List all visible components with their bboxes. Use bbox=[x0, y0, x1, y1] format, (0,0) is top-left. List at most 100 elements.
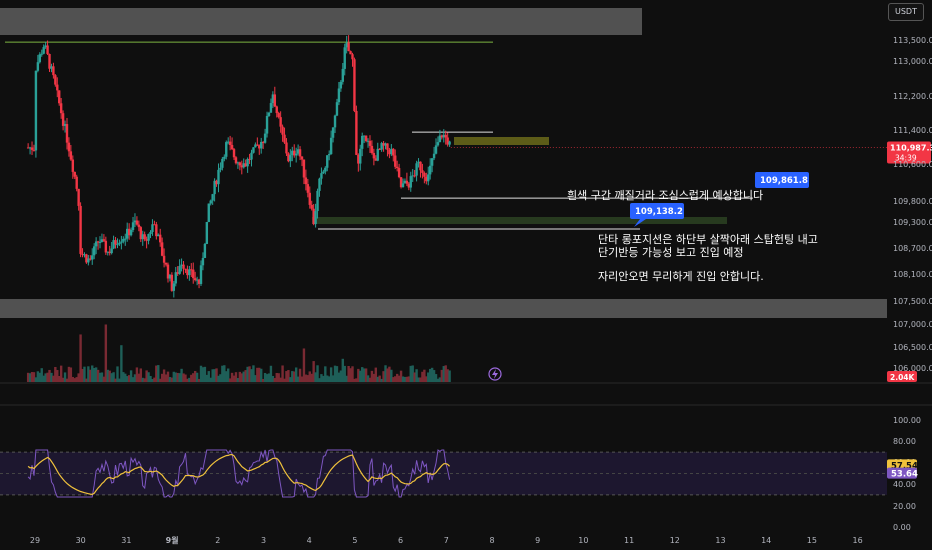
zone-target-zone[interactable] bbox=[454, 137, 549, 145]
price-tag[interactable] bbox=[630, 203, 684, 219]
rsi-tick-label: 40.00 bbox=[893, 480, 916, 489]
volume-bar bbox=[353, 378, 356, 382]
candle-body bbox=[137, 224, 141, 228]
volume-bar bbox=[46, 372, 49, 382]
volume-bar bbox=[228, 378, 232, 382]
volume-bar bbox=[143, 378, 146, 382]
candle-body bbox=[306, 184, 310, 193]
rsi-value-label: 53.64 bbox=[891, 470, 918, 480]
volume-bar bbox=[322, 375, 325, 382]
candle-body bbox=[79, 205, 82, 254]
candle-body bbox=[232, 149, 236, 158]
volume-bar bbox=[160, 373, 164, 382]
candle-body bbox=[302, 159, 306, 178]
date-tick-label: 11 bbox=[624, 536, 634, 545]
candle-body bbox=[388, 149, 391, 155]
volume-bar bbox=[178, 373, 181, 382]
volume-bar bbox=[153, 377, 156, 382]
candle-body bbox=[361, 135, 364, 149]
volume-bar bbox=[205, 374, 209, 382]
candle-body bbox=[448, 141, 451, 145]
lightning-icon[interactable] bbox=[488, 367, 502, 381]
volume-bar bbox=[287, 370, 290, 382]
candle-body bbox=[427, 174, 430, 182]
candle-body bbox=[221, 158, 224, 168]
volume-bar bbox=[248, 366, 251, 382]
date-axis[interactable]: 29 30 31 9월 2 3 4 5 6 7 8 9 10 11 12 13 14 15 16 bbox=[30, 535, 863, 545]
price-tick-label: 113,000.0 bbox=[893, 57, 932, 66]
candle-body bbox=[89, 258, 92, 260]
volume-bar bbox=[399, 370, 403, 382]
candle-body bbox=[428, 165, 432, 175]
candle-body bbox=[36, 62, 40, 71]
price-zones bbox=[0, 8, 887, 318]
volume-bar bbox=[174, 372, 177, 382]
volume-bar bbox=[281, 365, 284, 382]
candle-body bbox=[438, 135, 442, 143]
volume-bar bbox=[213, 369, 216, 382]
zone-resistance-band[interactable] bbox=[0, 8, 642, 35]
candle-body bbox=[281, 126, 284, 135]
candle-body bbox=[69, 151, 73, 160]
candle-body bbox=[397, 168, 401, 178]
volume-bar bbox=[122, 372, 125, 382]
volume-bar bbox=[413, 372, 416, 382]
volume-bar bbox=[92, 367, 96, 382]
volume-bar bbox=[124, 373, 127, 382]
annotation-note-3: 자리안오면 무리하게 진입 안합니다. bbox=[598, 269, 764, 283]
date-tick-label: 14 bbox=[761, 536, 771, 545]
volume-bar bbox=[61, 377, 65, 382]
candle-body bbox=[304, 177, 308, 185]
volume-bar bbox=[362, 368, 366, 382]
candle-body bbox=[48, 53, 51, 69]
volume-bar bbox=[386, 368, 389, 382]
candle-body bbox=[127, 228, 131, 236]
volume-bar bbox=[261, 378, 265, 382]
candle-body bbox=[176, 272, 179, 274]
candle-body bbox=[432, 153, 436, 159]
candle-body bbox=[94, 241, 98, 247]
candle-body bbox=[217, 169, 220, 185]
volume-bar bbox=[96, 369, 100, 382]
candle-body bbox=[213, 180, 216, 195]
volume-bar bbox=[193, 370, 197, 382]
candle-body bbox=[407, 183, 411, 188]
volume-bar bbox=[112, 372, 115, 382]
volume-bar bbox=[36, 371, 40, 382]
volume-bar bbox=[215, 368, 218, 382]
zone-support-band[interactable] bbox=[0, 299, 887, 318]
volume-bar bbox=[252, 365, 255, 382]
volume-bar bbox=[67, 366, 71, 382]
volume-bar bbox=[182, 373, 185, 382]
volume-bar bbox=[409, 365, 412, 382]
volume-bar bbox=[357, 368, 360, 382]
zone-entry-zone[interactable] bbox=[312, 217, 727, 224]
candle-body bbox=[201, 257, 205, 266]
rsi-ma-label: 57.54 bbox=[891, 461, 918, 471]
volume-bar bbox=[244, 370, 247, 382]
price-tag[interactable] bbox=[755, 172, 809, 188]
candle-body bbox=[326, 155, 329, 168]
volume-bar bbox=[320, 374, 323, 382]
candle-body bbox=[44, 45, 47, 48]
candle-body bbox=[32, 149, 36, 151]
candle-body bbox=[147, 234, 150, 241]
candle-body bbox=[423, 172, 426, 177]
candle-body bbox=[124, 238, 127, 240]
candle-body bbox=[316, 190, 319, 212]
candle-body bbox=[353, 59, 356, 111]
candle-body bbox=[425, 176, 428, 182]
volume-bar bbox=[159, 378, 162, 382]
candle-body bbox=[289, 155, 292, 162]
volume-bar bbox=[188, 377, 191, 382]
candle-body bbox=[359, 148, 362, 164]
currency-selector[interactable]: USDT bbox=[888, 3, 924, 21]
volume-bar bbox=[250, 369, 253, 382]
candle-body bbox=[421, 170, 424, 173]
volume-bar bbox=[102, 376, 106, 382]
price-tag-label: 109,861.8 bbox=[760, 176, 808, 186]
date-tick-label: 6 bbox=[398, 536, 403, 545]
volume-bar bbox=[100, 372, 104, 382]
price-axis[interactable]: 113,500.0 113,000.0 112,200.0 111,400.0 110,… bbox=[893, 36, 932, 373]
